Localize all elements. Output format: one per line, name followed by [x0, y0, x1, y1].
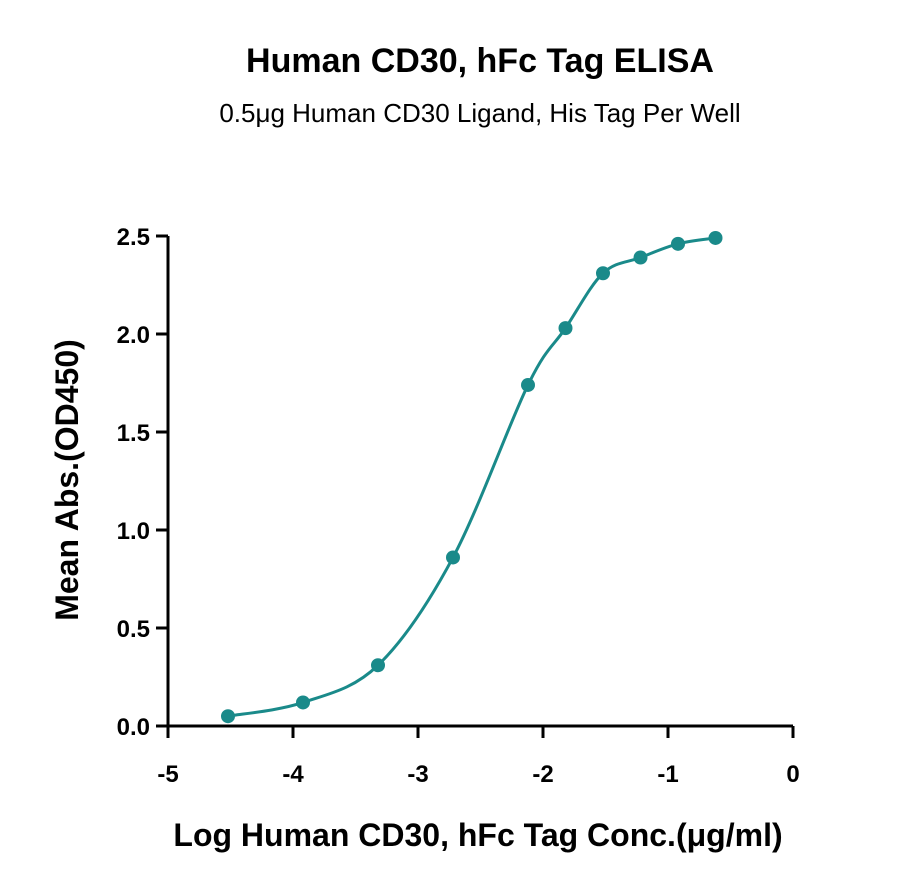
data-point — [371, 658, 385, 673]
data-point — [633, 250, 648, 265]
chart-title: Human CD30, hFc Tag ELISA — [246, 42, 714, 80]
data-point — [671, 236, 685, 251]
y-axis-title: Mean Abs.(OD450) — [49, 339, 85, 621]
y-tick-label: 2.5 — [117, 224, 150, 251]
data-point — [596, 266, 610, 281]
data-point — [521, 377, 535, 392]
data-point — [296, 695, 310, 710]
fit-curve — [227, 236, 716, 718]
x-tick-label: 0 — [786, 761, 799, 788]
data-points — [221, 230, 723, 724]
x-tick-label: -2 — [532, 761, 553, 788]
ticks: 0.0 0.5 1.0 1.5 2.0 2.5 -5 -4 -3 -2 -1 0 — [117, 224, 800, 788]
data-point — [708, 230, 723, 245]
y-tick-label: 1.5 — [117, 420, 150, 447]
chart-subtitle: 0.5μg Human CD30 Ligand, His Tag Per Wel… — [219, 98, 741, 128]
x-tick-label: -4 — [282, 761, 304, 788]
y-tick-label: 2.0 — [117, 322, 150, 349]
data-point — [558, 321, 573, 336]
x-tick-label: -1 — [657, 761, 678, 788]
x-tick-label: -3 — [407, 761, 428, 788]
x-tick-label: -5 — [157, 761, 178, 788]
x-axis-title: Log Human CD30, hFc Tag Conc.(μg/ml) — [173, 817, 782, 853]
y-tick-label: 0.5 — [117, 616, 150, 643]
y-tick-label: 0.0 — [117, 714, 150, 741]
data-point — [221, 709, 235, 724]
y-tick-label: 1.0 — [117, 518, 150, 545]
data-point — [446, 550, 460, 565]
axes — [166, 236, 793, 728]
